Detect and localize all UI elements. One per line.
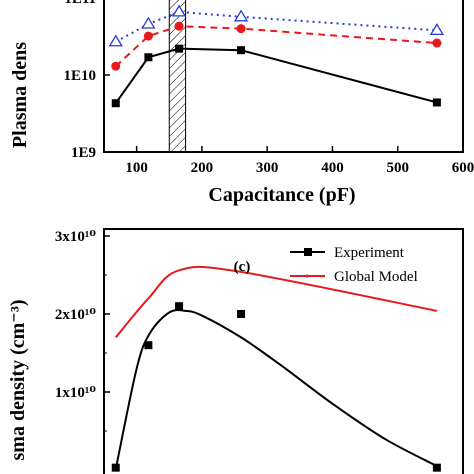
series-1-point [174,21,184,31]
y-tick-label: 1E11 [64,0,96,7]
bottom-axes: 1x10¹⁰ 2x10¹⁰ 3x10¹⁰ [55,229,110,432]
y-tick-label: 1x10¹⁰ [55,385,96,401]
legend-experiment-marker [304,248,312,256]
x-tick-label: 200 [191,160,214,176]
series-1-point [143,31,153,41]
x-tick-label: 400 [321,160,344,176]
x-tick-label: 300 [256,160,279,176]
experiment-point [111,463,120,472]
experiment-point [237,310,246,318]
legend: Experiment Global Model [290,245,418,285]
global-model-curve [114,265,438,339]
series-0-point [175,44,184,53]
series-0-point [237,46,246,55]
y-tick-label: 1E10 [63,68,96,84]
series-0-line [114,47,438,104]
experiment-point [144,341,153,350]
bottom-y-axis-title: sma density (cm⁻³) [7,300,29,461]
series-2-point [141,16,156,29]
legend-experiment-label: Experiment [334,245,405,261]
experiment-point [175,302,184,311]
panel-label: (c) [234,259,251,275]
y-tick-label: 1E9 [71,145,96,161]
series-0-point [144,53,153,62]
x-tick-label: 600 [452,160,474,176]
series-2-point [108,34,123,47]
x-tick-label: 100 [125,160,148,176]
panel-bottom: 1x10¹⁰ 2x10¹⁰ 3x10¹⁰ sma density (cm⁻³) (c… [7,228,464,474]
experiment-point [432,463,441,472]
bottom-series [111,265,441,472]
panel-top: 100 200 300 400 500 600 1E9 1E10 1E11 Plasma den… [9,0,474,206]
series-0-point [111,99,120,108]
legend-global-model-label: Global Model [334,269,418,285]
legend-global-model-marker [305,274,309,278]
series-2-line [115,10,437,43]
top-y-axis-title: Plasma dens [9,42,31,148]
series-0-point [432,98,441,107]
top-axes: 100 200 300 400 500 600 1E9 1E10 1E11 [63,0,474,176]
series-2-point [429,23,445,36]
series-2-point [171,4,187,17]
y-tick-label: 2x10¹⁰ [55,307,96,323]
x-tick-label: 500 [386,160,409,176]
series-1-point [111,61,121,71]
experiment-fit-curve [114,309,438,470]
top-plot-frame [103,0,464,153]
series-1-point [432,38,442,48]
series-1-point [236,24,246,34]
bottom-plot-frame [103,228,464,474]
y-tick-label: 3x10¹⁰ [55,229,96,245]
series-2-point [233,9,249,22]
top-x-axis-title: Capacitance (pF) [208,184,355,206]
top-series [108,4,445,108]
